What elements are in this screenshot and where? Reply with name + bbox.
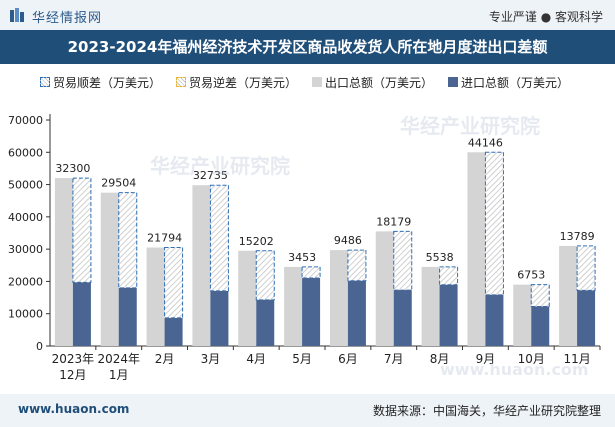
- data-label: 13789: [560, 230, 595, 243]
- surplus-bar: [164, 247, 184, 319]
- import-bar: [393, 290, 412, 346]
- surplus-bar: [576, 245, 596, 291]
- footer: www.huaon.com 数据来源：中国海关，华经产业研究院整理: [0, 394, 615, 427]
- y-tick-label: 20000: [8, 275, 43, 288]
- tagline: 专业严谨 ● 客观科学: [488, 10, 603, 24]
- x-tick-label: 1月: [109, 368, 129, 382]
- export-bar: [146, 247, 165, 346]
- import-bar: [164, 317, 183, 346]
- import-bar: [72, 282, 91, 346]
- export-bar: [329, 250, 348, 346]
- surplus-bar: [439, 266, 459, 286]
- footer-source: 数据来源：中国海关，华经产业研究院整理: [372, 404, 601, 418]
- data-label: 32300: [55, 162, 90, 175]
- legend-swatch-surplus: [40, 77, 50, 87]
- export-bar: [192, 185, 211, 346]
- x-tick-label: 3月: [201, 352, 221, 366]
- legend-label: 贸易顺差（万美元）: [53, 75, 162, 90]
- legend-item-export: 出口总额（万美元）: [312, 72, 433, 92]
- surplus-bar: [484, 151, 504, 296]
- legend-swatch-export: [312, 77, 322, 87]
- export-bar: [238, 250, 257, 346]
- chart-title: 2023-2024年福州经济技术开发区商品收发货人所在地月度进出口差额: [67, 38, 548, 56]
- data-label: 29504: [101, 177, 136, 190]
- surplus-bar: [393, 230, 413, 291]
- legend-label: 进口总额（万美元）: [461, 75, 570, 90]
- surplus-bar: [301, 266, 321, 279]
- x-tick-label: 11月: [563, 352, 590, 366]
- data-label: 44146: [468, 136, 503, 149]
- export-bar: [375, 231, 394, 346]
- y-tick-label: 30000: [8, 243, 43, 256]
- legend-item-import: 进口总额（万美元）: [448, 72, 569, 92]
- y-tick-label: 70000: [8, 114, 43, 127]
- import-bar: [302, 278, 321, 346]
- data-label: 21794: [147, 232, 182, 245]
- data-label: 9486: [334, 234, 362, 247]
- title-bar: 2023-2024年福州经济技术开发区商品收发货人所在地月度进出口差额: [0, 30, 615, 64]
- legend-item-deficit: 贸易逆差（万美元）: [176, 72, 297, 92]
- import-bar: [210, 290, 229, 346]
- import-bar: [531, 306, 550, 346]
- chart-legend: 贸易顺差（万美元） 贸易逆差（万美元） 出口总额（万美元） 进口总额（万美元）: [0, 72, 615, 92]
- x-tick-label: 2024年: [97, 352, 140, 366]
- surplus-bar: [209, 184, 229, 292]
- import-bar: [256, 299, 275, 346]
- export-bar: [100, 192, 119, 346]
- export-bar: [284, 266, 303, 346]
- surplus-bar: [347, 249, 367, 282]
- chart-area: 0 10000 20000 30000 40000 50000 60000 70000 3230…: [8, 114, 601, 382]
- x-tick-label: 12月: [59, 368, 86, 382]
- x-tick-label: 7月: [384, 352, 404, 366]
- import-bar: [485, 294, 504, 346]
- export-bar: [421, 266, 440, 346]
- footer-website: www.huaon.com: [18, 402, 130, 416]
- export-bar: [513, 284, 532, 346]
- data-label: 3453: [288, 251, 316, 264]
- x-tick-label: 2月: [155, 352, 175, 366]
- x-tick-label: 9月: [476, 352, 496, 366]
- legend-label: 贸易逆差（万美元）: [189, 75, 298, 90]
- data-label: 32735: [193, 169, 228, 182]
- top-bar: 华经情报网 专业严谨 ● 客观科学: [0, 0, 615, 30]
- import-bar: [118, 287, 137, 346]
- x-tick-label: 2023年: [52, 352, 95, 366]
- export-bar: [54, 178, 73, 346]
- legend-item-surplus: 贸易顺差（万美元）: [40, 72, 161, 92]
- x-tick-label: 5月: [292, 352, 312, 366]
- data-label: 5538: [426, 251, 454, 264]
- plot-group: 0 10000 20000 30000 40000 50000 60000 70000 3230…: [8, 114, 601, 382]
- export-bar: [559, 245, 578, 346]
- import-bar: [577, 290, 596, 346]
- legend-swatch-deficit: [176, 77, 186, 87]
- data-label: 6753: [517, 269, 545, 282]
- import-bar: [439, 284, 458, 346]
- surplus-bar: [118, 192, 138, 289]
- x-tick-label: 6月: [338, 352, 358, 366]
- surplus-bar: [72, 177, 92, 283]
- data-label: 15202: [239, 235, 274, 248]
- legend-label: 出口总额（万美元）: [325, 75, 434, 90]
- surplus-bar: [255, 250, 275, 301]
- logo-icon: [10, 8, 24, 22]
- import-bar: [347, 280, 366, 346]
- y-tick-label: 0: [36, 340, 43, 353]
- x-tick-label: 8月: [430, 352, 450, 366]
- surplus-bar: [530, 284, 550, 307]
- y-tick-label: 60000: [8, 146, 43, 159]
- x-tick-label: 10月: [518, 352, 545, 366]
- export-bar: [467, 152, 486, 346]
- brand-name: 华经情报网: [32, 11, 103, 26]
- y-tick-label: 10000: [8, 308, 43, 321]
- x-tick-label: 4月: [246, 352, 266, 366]
- legend-swatch-import: [448, 77, 458, 87]
- y-tick-label: 50000: [8, 179, 43, 192]
- data-label: 18179: [376, 215, 411, 228]
- y-tick-label: 40000: [8, 211, 43, 224]
